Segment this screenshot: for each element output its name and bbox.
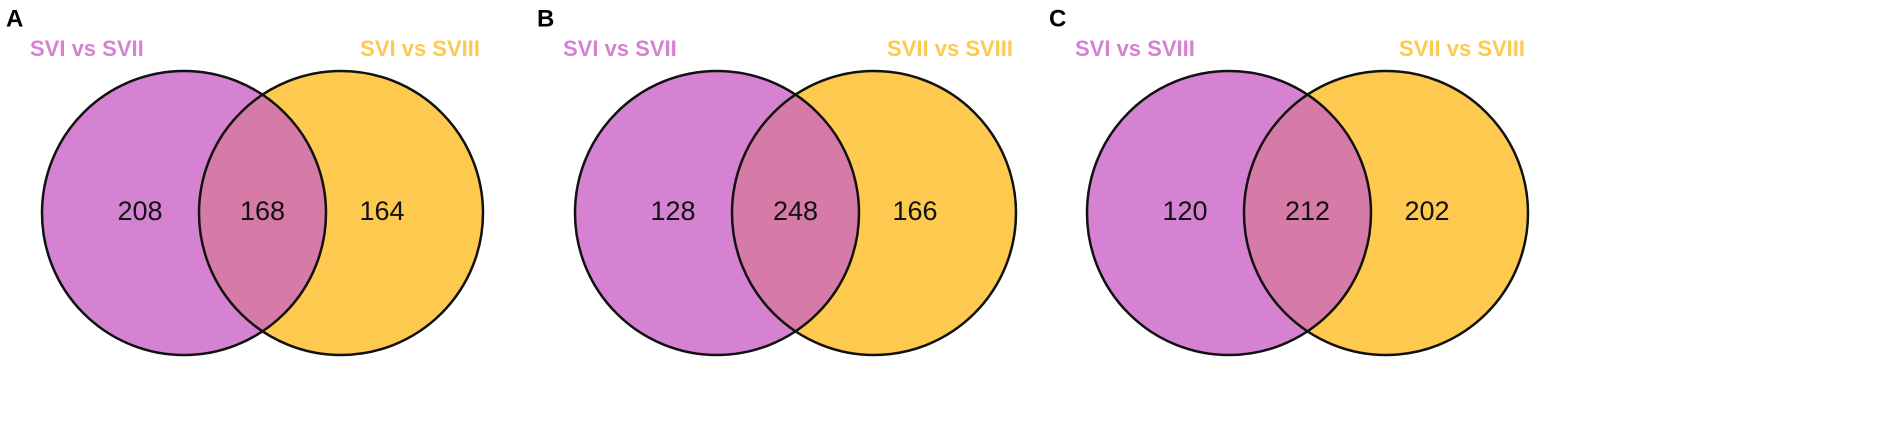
- set-outline: [197, 69, 485, 357]
- region-count: 166: [892, 196, 937, 226]
- venn-panel: A SVI vs SVII SVI vs SVIII 208 168 164: [6, 5, 485, 357]
- set-outline: [573, 69, 861, 357]
- panel-label: C: [1049, 5, 1066, 32]
- overlap-region: [199, 71, 326, 355]
- region-count: 208: [117, 196, 162, 226]
- venn-panel: B SVI vs SVII SVII vs SVIII 128 248 166: [537, 5, 1018, 357]
- set-outline: [1085, 69, 1373, 357]
- panel-label: A: [6, 5, 23, 32]
- region-count: 164: [359, 196, 404, 226]
- region-count: 168: [240, 196, 285, 226]
- set-outline: [1242, 69, 1530, 357]
- set-name: SVI vs SVIII: [360, 36, 480, 61]
- region-count: 202: [1404, 196, 1449, 226]
- region-count: 120: [1162, 196, 1207, 226]
- region-count: 212: [1285, 196, 1330, 226]
- set-name: SVII vs SVIII: [1399, 36, 1525, 61]
- region-count: 248: [773, 196, 818, 226]
- set-name: SVI vs SVIII: [1075, 36, 1195, 61]
- set-outline: [730, 69, 1018, 357]
- set-name: SVII vs SVIII: [887, 36, 1013, 61]
- panel-label: B: [537, 5, 554, 32]
- set-name: SVI vs SVII: [563, 36, 677, 61]
- overlap-region: [1244, 71, 1371, 355]
- set-outline: [40, 69, 328, 357]
- overlap-region: [732, 71, 859, 355]
- venn-panel: C SVI vs SVIII SVII vs SVIII 120 212 202: [1049, 5, 1530, 357]
- region-count: 128: [650, 196, 695, 226]
- set-name: SVI vs SVII: [30, 36, 144, 61]
